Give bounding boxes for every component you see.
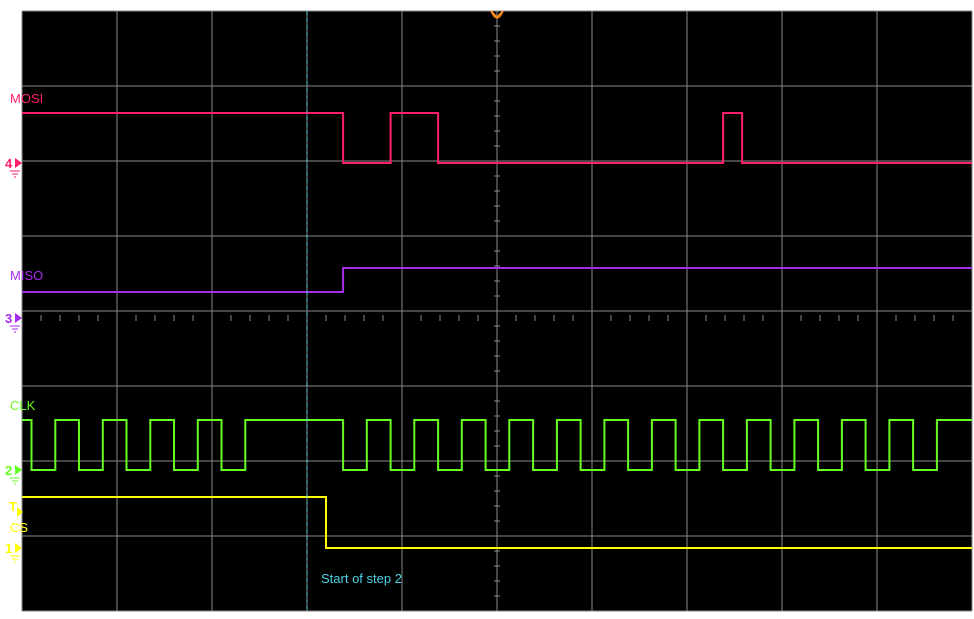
ground-marker-icon [15, 158, 22, 168]
trace-miso [22, 267, 972, 293]
trigger-position-icon [490, 10, 504, 19]
trace-mosi [22, 112, 972, 164]
ground-marker-icon [15, 543, 22, 553]
ground-symbol-icon [10, 477, 20, 485]
ground-symbol-icon [10, 325, 20, 333]
trace-clk [22, 419, 972, 471]
trace-cs [22, 496, 972, 549]
trigger-level-icon [17, 507, 23, 517]
channel-number-1: 1 [5, 541, 12, 556]
ground-symbol-icon [10, 170, 20, 178]
channel-number-4: 4 [5, 156, 13, 171]
cursor-label: Start of step 2 [321, 571, 402, 586]
channel-label-mosi: MOSI [10, 91, 43, 106]
channel-label-miso: MISO [10, 268, 43, 283]
channel-label-clk: CLK [10, 398, 36, 413]
trigger-marker: T [9, 499, 17, 514]
ground-marker-icon [15, 313, 22, 323]
ground-symbol-icon [10, 555, 20, 563]
channel-label-cs: CS [10, 520, 28, 535]
ground-marker-icon [15, 465, 22, 475]
channel-number-3: 3 [5, 311, 12, 326]
channel-number-2: 2 [5, 463, 12, 478]
